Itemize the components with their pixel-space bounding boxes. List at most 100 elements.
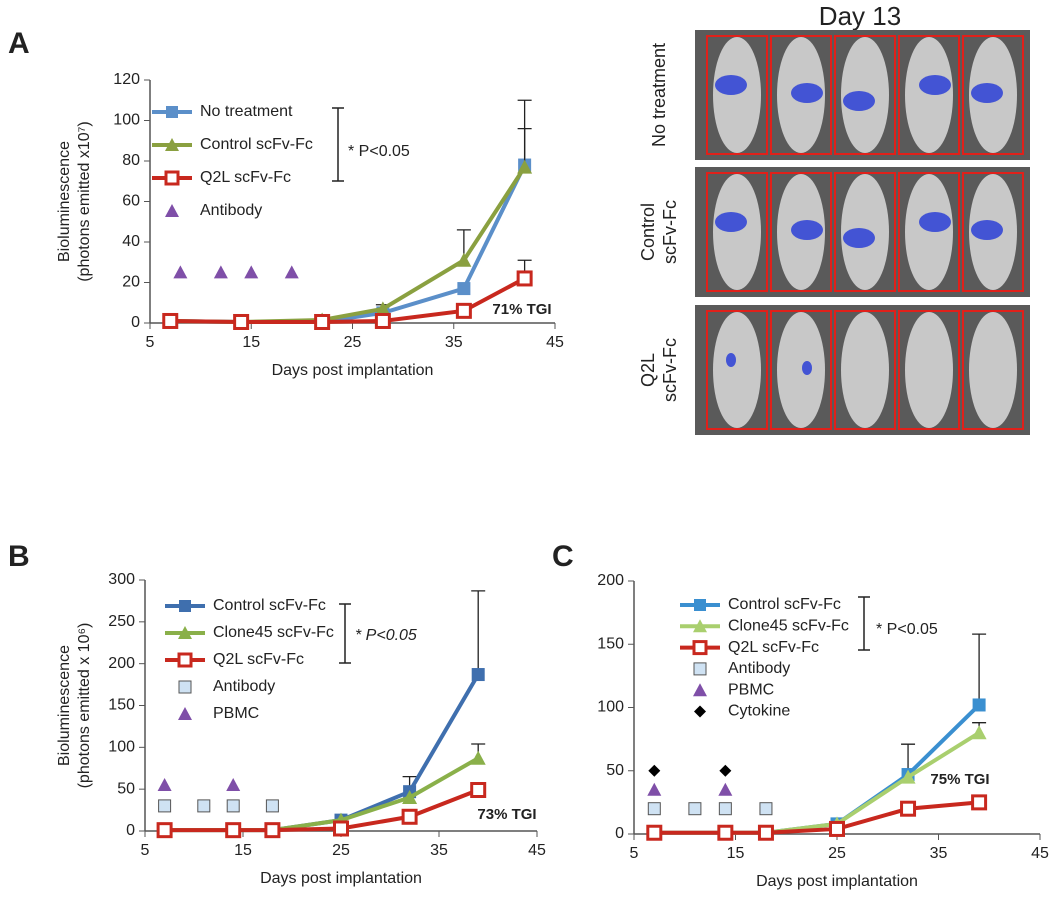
p-value: * P<0.05 — [348, 143, 410, 160]
panel-letter: A — [8, 27, 30, 60]
legend-marker — [179, 600, 191, 612]
y-tick-label: 60 — [122, 193, 140, 210]
legend-marker — [166, 106, 178, 118]
mouse — [713, 37, 761, 153]
legend-marker — [693, 619, 707, 633]
data-point — [156, 822, 173, 839]
legend-label: Q2L scFv-Fc — [200, 169, 291, 186]
data-point — [971, 725, 987, 740]
data-point — [226, 777, 241, 791]
y-tick-label: 250 — [108, 613, 135, 630]
roi-box — [962, 35, 1024, 155]
mouse — [777, 312, 825, 428]
y-tick-label: 50 — [117, 780, 135, 797]
data-point — [648, 764, 661, 777]
legend-label: Clone45 scFv-Fc — [213, 624, 334, 641]
data-point — [717, 824, 734, 841]
p-value: * P<0.05 — [355, 627, 417, 644]
x-tick-label: 25 — [828, 845, 846, 862]
data-point — [173, 265, 188, 279]
data-point — [197, 799, 211, 813]
legend-marker — [692, 640, 708, 656]
signal — [919, 212, 951, 232]
legend-label: Q2L scFv-Fc — [728, 639, 819, 656]
signal — [971, 220, 1003, 240]
x-tick-label: 45 — [1031, 845, 1049, 862]
data-point — [517, 159, 533, 174]
roi-box — [898, 35, 960, 155]
legend-marker — [693, 662, 707, 676]
data-point — [688, 802, 702, 816]
data-point — [972, 698, 986, 712]
error-bar — [972, 633, 987, 705]
signal — [843, 91, 875, 111]
data-point — [471, 668, 485, 682]
x-tick-label: 15 — [242, 334, 260, 351]
signal — [715, 75, 747, 95]
x-tick-label: 35 — [430, 842, 448, 859]
x-tick-label: 5 — [141, 842, 150, 859]
legend-label: Clone45 scFv-Fc — [728, 618, 849, 635]
x-tick-label: 25 — [332, 842, 350, 859]
panel-letter: B — [8, 540, 30, 573]
y-tick-label: 100 — [113, 112, 140, 129]
y-tick-label: 50 — [606, 762, 624, 779]
x-tick-label: 35 — [445, 334, 463, 351]
data-point — [470, 782, 487, 799]
signal — [791, 83, 823, 103]
row-label: scFv-Fc — [660, 338, 680, 402]
signal — [919, 75, 951, 95]
legend-label: Control scFv-Fc — [728, 596, 841, 613]
data-point — [829, 820, 845, 837]
data-point — [455, 302, 472, 319]
x-tick-label: 25 — [344, 334, 362, 351]
data-point — [284, 265, 299, 279]
legend-label: Control scFv-Fc — [213, 597, 326, 614]
legend-label: Antibody — [200, 202, 262, 219]
legend-marker — [164, 170, 180, 186]
data-point — [759, 802, 773, 816]
data-point — [375, 301, 391, 316]
row-label: Control — [638, 203, 658, 261]
legend-label: Cytokine — [728, 703, 790, 720]
imaging-title: Day 13 — [819, 1, 901, 31]
roi-box — [770, 35, 832, 155]
data-point — [265, 799, 279, 813]
x-tick-label: 45 — [528, 842, 546, 859]
significance-bracket — [858, 596, 870, 651]
x-tick-label: 15 — [727, 845, 745, 862]
x-tick-label: 45 — [546, 334, 564, 351]
row-label: Q2L — [638, 353, 658, 387]
series-line — [164, 756, 480, 833]
roi-box — [834, 310, 896, 430]
series-line — [170, 165, 527, 324]
x-tick-label: 15 — [234, 842, 252, 859]
roi-box — [770, 310, 832, 430]
panel-letter: C — [552, 540, 574, 573]
roi-box — [898, 172, 960, 292]
data-point — [900, 769, 916, 784]
legend-marker — [177, 652, 193, 668]
series-line — [654, 703, 981, 835]
y-axis-label: Bioluminescence — [56, 645, 73, 766]
data-point — [157, 777, 172, 791]
roi-box — [706, 172, 768, 292]
y-tick-label: 20 — [122, 274, 140, 291]
tgi-label: 71% TGI — [492, 301, 551, 318]
y-tick-label: 150 — [597, 635, 624, 652]
legend-marker — [694, 599, 706, 611]
roi-box — [898, 310, 960, 430]
mouse — [713, 174, 761, 290]
y-tick-label: 200 — [108, 655, 135, 672]
row-label: No treatment — [649, 43, 669, 147]
series-line — [170, 164, 527, 324]
series-line — [170, 276, 526, 324]
data-point — [647, 782, 662, 796]
data-point — [718, 782, 733, 796]
roi-box — [834, 35, 896, 155]
roi-box — [706, 35, 768, 155]
legend-marker — [694, 705, 706, 718]
data-point — [646, 824, 663, 841]
data-point — [333, 820, 349, 837]
series-line — [654, 800, 980, 835]
